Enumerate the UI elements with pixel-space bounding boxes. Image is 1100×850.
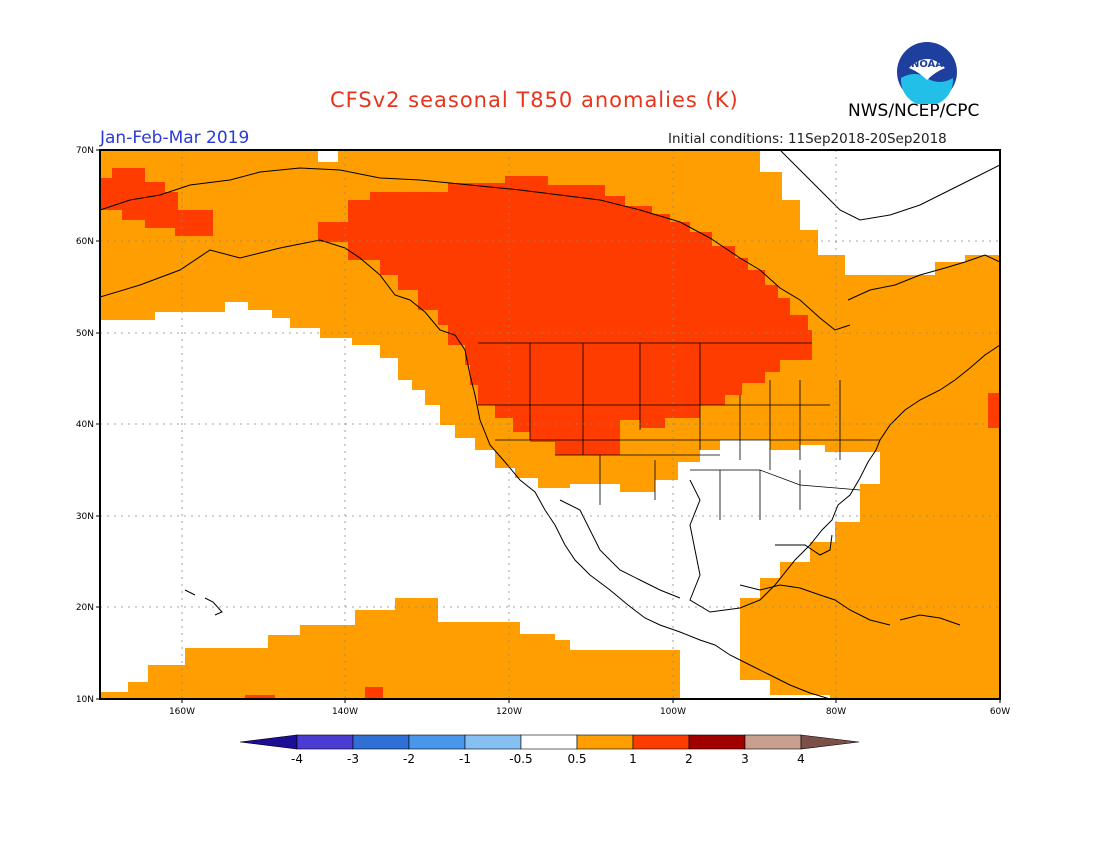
colorbar-cell	[408, 734, 466, 750]
colorbar-tick-label: -3	[347, 752, 359, 766]
lat-label: 60N	[76, 237, 94, 247]
anomaly-region-1-2-atlantic	[988, 393, 1000, 428]
colorbar-tick-label: -2	[403, 752, 415, 766]
anomaly-region-1-2-alaska	[100, 168, 213, 236]
colorbar-cell	[239, 734, 298, 750]
colorbar-tick-label: 2	[685, 752, 693, 766]
coastlines	[100, 150, 1000, 699]
colorbar-tick-label: 0.5	[567, 752, 586, 766]
colorbar-tick-label: 1	[629, 752, 637, 766]
colorbar-cell	[632, 734, 690, 750]
lon-label: 80W	[826, 707, 846, 717]
lat-label: 50N	[76, 329, 94, 339]
colorbar-tick-label: -0.5	[509, 752, 532, 766]
colorbar-cell	[800, 734, 860, 750]
anomaly-region-neutral-greenland	[760, 150, 1000, 268]
lat-label: 20N	[76, 603, 94, 613]
lon-label: 120W	[496, 707, 522, 717]
svg-text:NOAA: NOAA	[911, 59, 943, 70]
colorbar-cell	[352, 734, 410, 750]
colorbar-cell	[744, 734, 802, 750]
lat-label: 30N	[76, 512, 94, 522]
colorbar-tick-label: 4	[797, 752, 805, 766]
anomaly-region-1-2-canada	[318, 176, 812, 455]
season-label: Jan-Feb-Mar 2019	[100, 128, 250, 148]
colorbar-cell	[464, 734, 522, 750]
anomaly-region-neutral-pacific	[100, 302, 880, 690]
colorbar-tick-label: -1	[459, 752, 471, 766]
colorbar-cell	[296, 734, 354, 750]
anomaly-region-0p5-1-south	[100, 598, 680, 699]
lat-label: 70N	[76, 146, 94, 156]
lon-label: 100W	[660, 707, 686, 717]
colorbar-cell	[520, 734, 578, 750]
initial-conditions-label: Initial conditions: 11Sep2018-20Sep2018	[668, 131, 947, 147]
colorbar-cell	[688, 734, 746, 750]
agency-label: NWS/NCEP/CPC	[848, 101, 980, 121]
lon-label: 140W	[332, 707, 358, 717]
colorbar-tick-label: -4	[291, 752, 303, 766]
lat-label: 10N	[76, 695, 94, 705]
lat-label: 40N	[76, 420, 94, 430]
map-title: CFSv2 seasonal T850 anomalies (K)	[330, 88, 739, 112]
colorbar-tick-label: 3	[741, 752, 749, 766]
noaa-logo: NOAA	[897, 42, 957, 104]
state-boundaries	[478, 342, 880, 520]
lon-label: 60W	[990, 707, 1010, 717]
graticule	[100, 150, 1000, 699]
colorbar-cell	[576, 734, 634, 750]
anomaly-region-1-2-tropical	[365, 687, 383, 699]
lon-label: 160W	[169, 707, 195, 717]
axis-ticks	[96, 149, 1001, 703]
